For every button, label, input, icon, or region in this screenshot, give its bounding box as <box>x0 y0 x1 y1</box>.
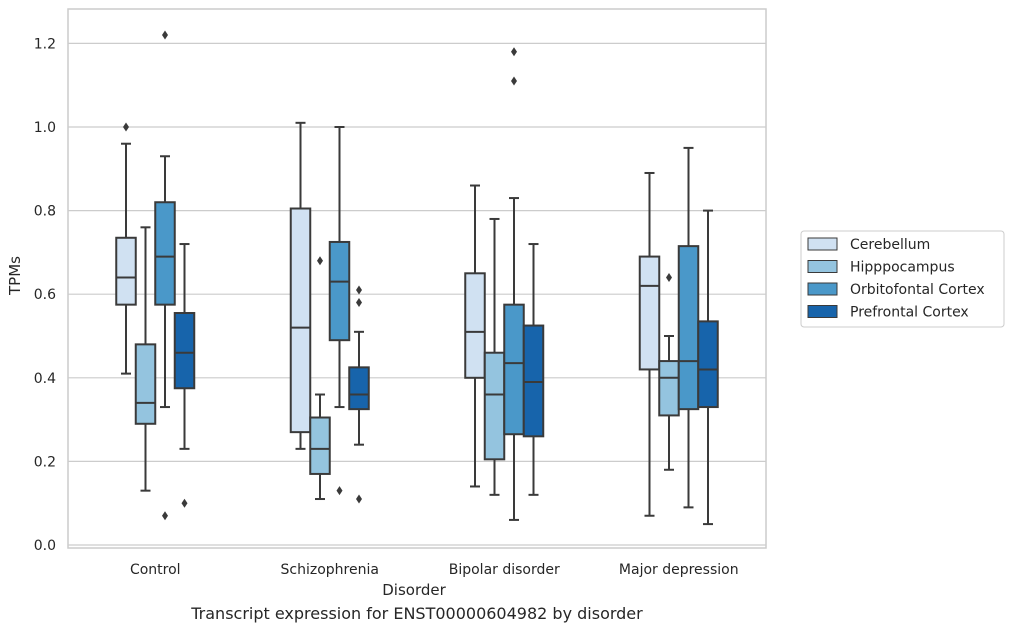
box-orbitofontal-cortex <box>154 30 176 521</box>
iqr-box <box>348 366 370 411</box>
x-tick-label: Major depression <box>619 562 739 578</box>
box-layer <box>115 30 719 526</box>
iqr-box <box>483 351 506 461</box>
y-tick-label: 0.8 <box>34 204 56 220</box>
outlier-point <box>317 256 323 266</box>
legend-swatch <box>807 305 838 318</box>
legend-label: Hipppocampus <box>850 260 955 276</box>
box-orbitofontal-cortex <box>503 47 525 521</box>
box-prefrontal-cortex <box>522 243 545 496</box>
box-prefrontal-cortex <box>173 243 196 508</box>
box-cerebellum <box>289 121 312 450</box>
iqr-box <box>464 272 486 379</box>
box-hipppocampus <box>483 217 506 496</box>
iqr-box <box>677 245 700 411</box>
y-axis-title: TPMs <box>6 256 24 296</box>
box-cerebellum <box>115 122 137 375</box>
legend: Cerebellum Hipppocampus Orbitofontal Corte… <box>800 230 1005 328</box>
box-cerebellum <box>464 184 486 488</box>
x-tick-labels: Control Schizophrenia Bipolar disorder Majo… <box>130 562 739 578</box>
iqr-box <box>697 320 719 409</box>
y-tick-label: 1.2 <box>34 36 56 52</box>
outlier-point <box>181 498 188 508</box>
box-hipppocampus <box>134 226 157 492</box>
y-tick-label: 0.4 <box>34 371 56 387</box>
iqr-box <box>503 303 525 436</box>
iqr-box <box>658 360 680 417</box>
outlier-point <box>356 298 362 308</box>
legend-label: Cerebellum <box>850 237 930 253</box>
x-tick-label: Schizophrenia <box>281 562 379 578</box>
box-orbitofontal-cortex <box>677 146 700 509</box>
figure-caption: Transcript expression for ENST0000060498… <box>191 604 643 623</box>
legend-swatch <box>807 237 838 251</box>
legend-swatch <box>807 282 838 296</box>
outlier-point <box>123 122 129 132</box>
iqr-box <box>173 312 196 390</box>
iqr-box <box>154 201 176 306</box>
iqr-box <box>522 324 545 438</box>
outlier-point <box>511 76 517 86</box>
iqr-box <box>638 255 661 371</box>
y-tick-labels: 0.0 0.2 0.4 0.6 0.8 1.0 1.2 <box>34 36 56 554</box>
iqr-box <box>134 343 157 425</box>
legend-swatch <box>807 260 838 273</box>
box-plot-chart: 0.0 0.2 0.4 0.6 0.8 1.0 1.2 Control Schizophren… <box>6 8 1005 599</box>
outlier-point <box>666 272 672 282</box>
iqr-box <box>289 207 312 434</box>
legend-frame <box>800 230 1005 328</box>
box-cerebellum <box>638 171 661 517</box>
outlier-point <box>511 47 517 57</box>
outlier-point <box>162 30 168 40</box>
y-tick-label: 0.2 <box>34 454 56 470</box>
outlier-point <box>336 486 343 496</box>
y-tick-label: 1.0 <box>34 120 56 136</box>
iqr-box <box>309 416 331 475</box>
x-axis-title: Disorder <box>382 581 446 599</box>
outlier-point <box>356 285 362 295</box>
box-hipppocampus <box>658 272 680 471</box>
iqr-box <box>328 240 351 342</box>
legend-label: Prefrontal Cortex <box>850 305 969 321</box>
iqr-box <box>115 236 137 306</box>
legend-label: Orbitofontal Cortex <box>850 282 985 298</box>
y-tick-label: 0.6 <box>34 287 56 303</box>
outlier-point <box>356 494 362 504</box>
box-prefrontal-cortex <box>697 209 719 526</box>
x-tick-label: Control <box>130 562 181 578</box>
plot-frame <box>67 8 767 549</box>
box-orbitofontal-cortex <box>328 126 351 496</box>
box-prefrontal-cortex <box>348 285 370 504</box>
outlier-point <box>162 511 168 521</box>
y-tick-label: 0.0 <box>34 538 56 554</box>
x-tick-label: Bipolar disorder <box>449 562 560 578</box>
box-hipppocampus <box>309 256 331 501</box>
